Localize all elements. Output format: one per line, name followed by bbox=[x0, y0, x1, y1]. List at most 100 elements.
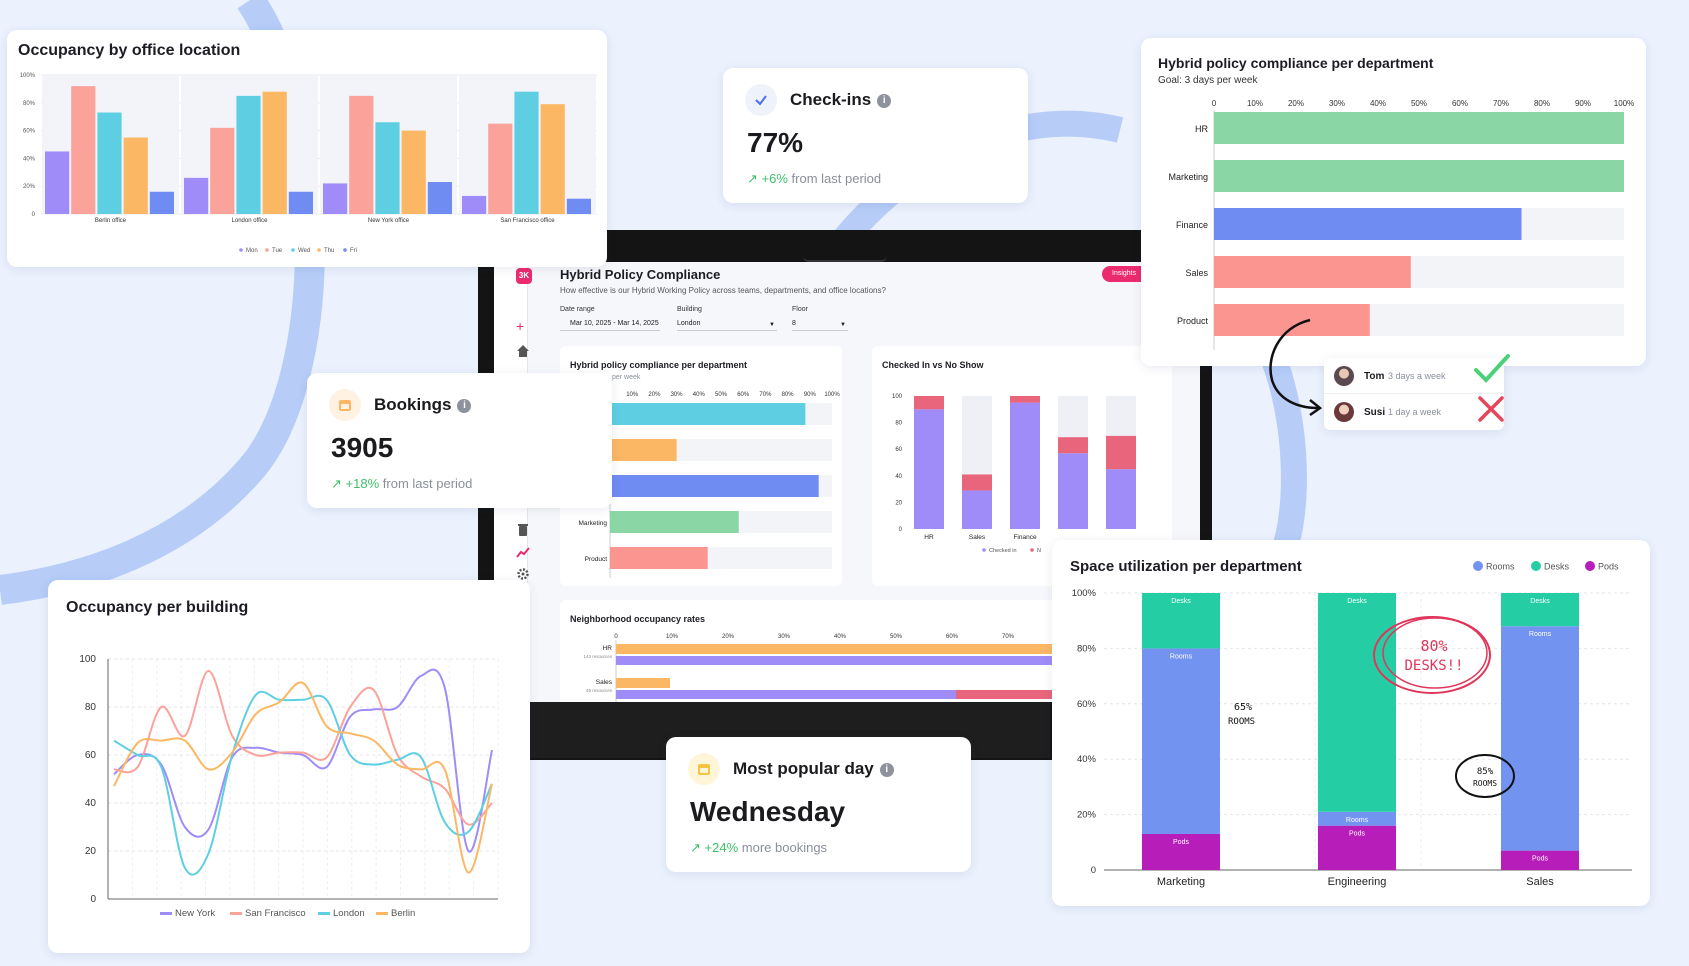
legend-swatch bbox=[230, 912, 242, 915]
y-tick-label: 100% bbox=[20, 73, 36, 79]
gear-icon[interactable] bbox=[517, 568, 529, 580]
kpi-label: Bookings i bbox=[374, 395, 472, 415]
bar bbox=[1214, 304, 1370, 336]
bar bbox=[1214, 208, 1522, 240]
bar bbox=[97, 112, 122, 214]
x-tick-label: 80% bbox=[782, 392, 795, 398]
legend-label: Tue bbox=[272, 248, 283, 254]
filter-floor[interactable]: Floor 8 ▼ bbox=[792, 306, 848, 331]
annotation-text: 80% bbox=[1420, 637, 1447, 655]
bar bbox=[1106, 469, 1136, 529]
x-tick-label: 20% bbox=[648, 392, 661, 398]
bookings-card: Bookings i 3905 ↗ +18% from last period bbox=[307, 373, 612, 508]
filter-date-range[interactable]: Date range Mar 10, 2025 - Mar 14, 2025 bbox=[560, 306, 660, 331]
x-tick-label: 70% bbox=[759, 392, 772, 398]
kpi-delta-value: +18% bbox=[345, 476, 380, 491]
y-tick-label: 100 bbox=[79, 654, 96, 665]
x-tick-label: 90% bbox=[1575, 99, 1591, 108]
segment-label: Pods bbox=[1349, 831, 1365, 838]
x-tick-label: 10% bbox=[626, 392, 639, 398]
x-tick-label: 10% bbox=[666, 634, 679, 640]
kpi-value: Wednesday bbox=[690, 796, 846, 827]
x-tick-label: 60% bbox=[946, 634, 959, 640]
legend-label: Berlin bbox=[391, 908, 415, 919]
y-tick-label: 20 bbox=[895, 500, 902, 506]
home-icon[interactable] bbox=[516, 344, 530, 358]
card-subtitle: Goal: 3 days per week bbox=[1158, 75, 1258, 86]
filter-building[interactable]: Building London ▼ bbox=[677, 306, 777, 331]
card-subtitle: per week bbox=[612, 374, 641, 381]
space-utilization-chart: 0 20% 40% 60% 80% 100% Pods Rooms Desks Marketing… bbox=[1072, 561, 1632, 888]
annotation-text: DESKS!! bbox=[1404, 658, 1463, 674]
bar bbox=[1214, 160, 1624, 192]
kpi-label: Check-ins i bbox=[790, 90, 892, 110]
row-label: Sales bbox=[596, 679, 613, 686]
add-icon[interactable]: + bbox=[516, 318, 525, 334]
y-tick-label: 80% bbox=[23, 101, 36, 107]
bar bbox=[566, 198, 591, 214]
occupancy-location-card: Occupancy by office location 0 20% 40% 60% 8… bbox=[7, 30, 607, 267]
annotation-circle bbox=[1382, 617, 1488, 689]
x-tick-label: Marketing bbox=[1157, 876, 1205, 888]
x-tick-label: Sales bbox=[1526, 876, 1554, 888]
x-tick-label: San Francisco office bbox=[500, 218, 555, 224]
x-tick-label: Finance bbox=[1013, 534, 1037, 541]
curved-arrow-icon bbox=[1269, 318, 1323, 417]
legend-label: London bbox=[333, 908, 365, 919]
y-tick-label: 0 bbox=[899, 527, 903, 533]
info-icon[interactable]: i bbox=[879, 762, 894, 777]
y-tick-label: 40% bbox=[23, 156, 36, 162]
trend-up-icon: ↗ bbox=[331, 476, 342, 491]
segment-label: Desks bbox=[1530, 598, 1550, 605]
card-title: Hybrid policy compliance per department bbox=[1158, 55, 1434, 71]
person-row[interactable]: Susi 1 day a week bbox=[1324, 394, 1504, 430]
legend-swatch bbox=[1585, 561, 1595, 571]
x-tick-label: 60% bbox=[737, 392, 750, 398]
annotation-text: 65% bbox=[1234, 702, 1252, 713]
y-tick-label: 60 bbox=[895, 447, 902, 453]
legend-swatch bbox=[317, 248, 321, 252]
kpi-delta: ↗ +6% from last period bbox=[747, 171, 881, 187]
person-detail: 1 day a week bbox=[1388, 407, 1442, 417]
bar bbox=[1318, 811, 1396, 826]
person-row[interactable]: Tom 3 days a week bbox=[1324, 358, 1504, 394]
kpi-delta-text: from last period bbox=[382, 476, 473, 491]
bar bbox=[349, 95, 374, 214]
bar bbox=[1501, 850, 1579, 870]
card-title: Occupancy by office location bbox=[18, 42, 241, 59]
kpi-value: 77% bbox=[747, 127, 804, 158]
y-tick-label: Product bbox=[1177, 316, 1209, 326]
insights-button-label: Insights bbox=[1112, 270, 1137, 277]
check-icon bbox=[745, 84, 777, 116]
y-tick-label: 60% bbox=[1077, 699, 1097, 710]
x-tick-label: 80% bbox=[1534, 99, 1550, 108]
legend-label: Mon bbox=[246, 248, 258, 254]
checked-in-chart: 0 20 40 60 80 100 HR Sales Finance Checked in N bbox=[892, 394, 1136, 554]
x-tick-label: 70% bbox=[1493, 99, 1509, 108]
y-tick-label: HR bbox=[1195, 124, 1208, 134]
info-icon[interactable]: i bbox=[457, 398, 472, 413]
segment-label: Desks bbox=[1171, 598, 1191, 605]
legend-swatch bbox=[982, 548, 986, 552]
trash-icon[interactable] bbox=[518, 524, 528, 536]
y-tick-label: 20% bbox=[23, 184, 36, 190]
analytics-icon[interactable] bbox=[516, 546, 530, 558]
y-tick-label: 60 bbox=[85, 750, 97, 761]
bar bbox=[1501, 626, 1579, 851]
inner-compliance-chart: 10% 20% 30% 40% 50% 60% 70% 80% 90% 100% Marketing… bbox=[578, 392, 840, 578]
x-tick-label: 50% bbox=[1411, 99, 1427, 108]
bar bbox=[540, 104, 565, 214]
card-title: Occupancy per building bbox=[66, 599, 249, 616]
row-label: HR bbox=[603, 645, 613, 652]
kpi-label-text: Check-ins bbox=[790, 90, 872, 109]
calendar-icon bbox=[329, 389, 361, 421]
y-tick-label: Marketing bbox=[578, 520, 607, 527]
legend-label: N bbox=[1037, 548, 1041, 554]
info-icon[interactable]: i bbox=[877, 93, 892, 108]
app-logo[interactable]: 3K bbox=[516, 268, 532, 284]
x-tick-label: 60% bbox=[1452, 99, 1468, 108]
x-tick-label: 50% bbox=[890, 634, 903, 640]
kpi-delta-value: +6% bbox=[761, 171, 788, 186]
avatar bbox=[1334, 402, 1354, 422]
y-tick-label: Product bbox=[585, 556, 608, 563]
